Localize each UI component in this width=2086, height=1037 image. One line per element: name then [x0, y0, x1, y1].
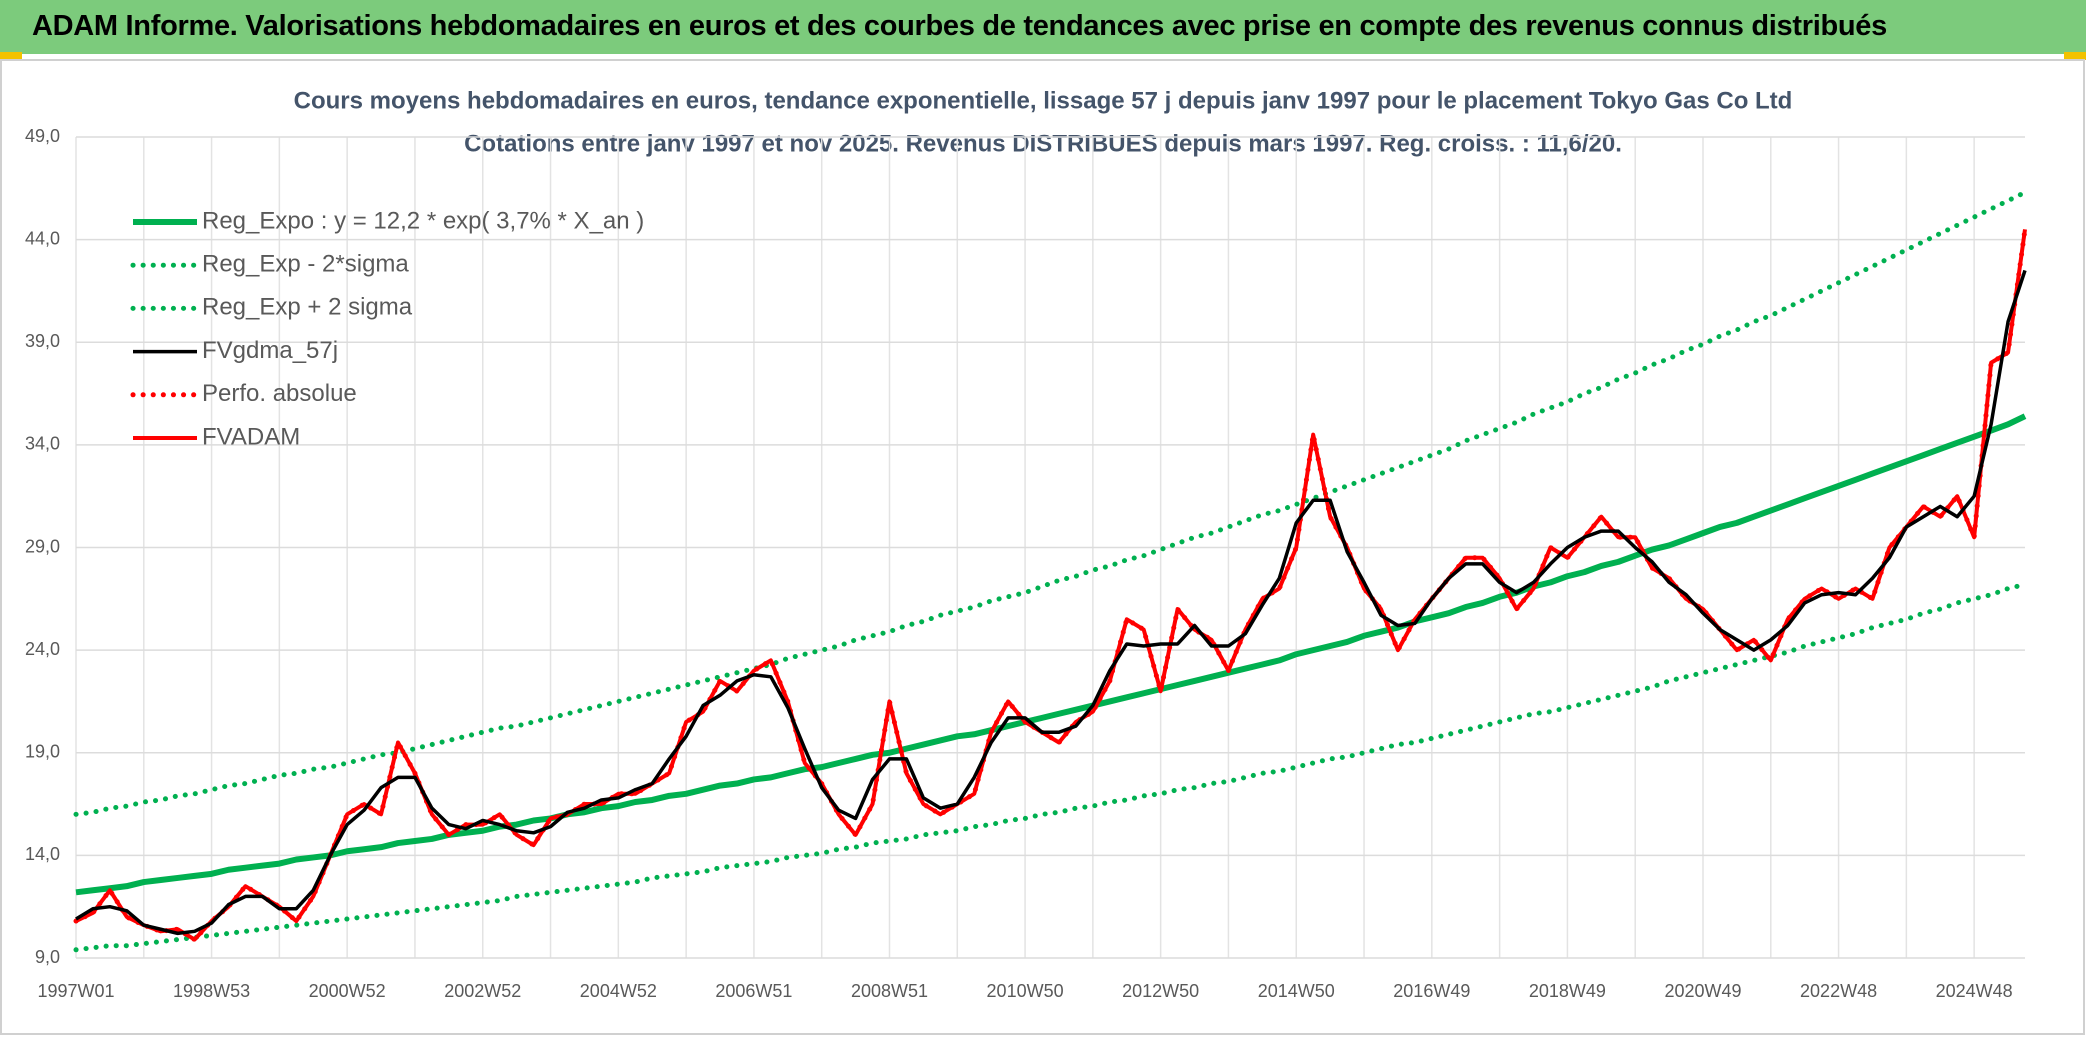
y-tick-label: 19,0 — [25, 742, 60, 762]
x-tick-label: 2018W49 — [1529, 981, 1606, 1001]
y-tick-label: 44,0 — [25, 228, 60, 248]
x-tick-label: 2016W49 — [1393, 981, 1470, 1001]
x-tick-label: 2014W50 — [1258, 981, 1335, 1001]
legend-label: Reg_Expo : y = 12,2 * exp( 3,7% * X_an ) — [202, 207, 644, 234]
x-tick-label: 2000W52 — [309, 981, 386, 1001]
x-tick-label: 2010W50 — [987, 981, 1064, 1001]
legend-label: FVgdma_57j — [202, 337, 338, 364]
y-tick-label: 24,0 — [25, 639, 60, 659]
x-tick-label: 2024W48 — [1936, 981, 2013, 1001]
x-tick-label: 2020W49 — [1664, 981, 1741, 1001]
legend-label: Reg_Exp + 2 sigma — [202, 294, 413, 321]
x-tick-label: 2004W52 — [580, 981, 657, 1001]
header-banner: ADAM Informe. Valorisations hebdomadaire… — [0, 0, 2086, 54]
legend-label: Reg_Exp - 2*sigma — [202, 251, 409, 278]
legend-label: FVADAM — [202, 423, 300, 450]
series-line — [73, 189, 2028, 817]
x-tick-label: 2008W51 — [851, 981, 928, 1001]
chart-title: Cours moyens hebdomadaires en euros, ten… — [294, 87, 1793, 114]
chart-subtitle: Cotations entre janv 1997 et nov 2025. R… — [464, 130, 1622, 157]
chart-frame — [0, 59, 2085, 1035]
x-tick-label: 2006W51 — [715, 981, 792, 1001]
series-line — [75, 413, 2027, 896]
y-tick-label: 49,0 — [25, 126, 60, 146]
series-line — [73, 226, 2028, 943]
y-tick-label: 9,0 — [35, 947, 60, 967]
y-tick-label: 34,0 — [25, 434, 60, 454]
series-line — [75, 229, 2027, 942]
corner-mark — [2064, 52, 2086, 60]
header-title: ADAM Informe. Valorisations hebdomadaire… — [32, 10, 1887, 42]
x-tick-label: 2012W50 — [1122, 981, 1199, 1001]
x-tick-label: 1997W01 — [37, 981, 114, 1001]
legend-label: Perfo. absolue — [202, 380, 357, 407]
y-tick-label: 39,0 — [25, 331, 60, 351]
series-line — [75, 269, 2027, 936]
y-tick-label: 29,0 — [25, 536, 60, 556]
corner-mark — [0, 52, 22, 60]
y-tick-label: 14,0 — [25, 844, 60, 864]
x-tick-label: 2022W48 — [1800, 981, 1877, 1001]
x-tick-label: 1998W53 — [173, 981, 250, 1001]
x-tick-label: 2002W52 — [444, 981, 521, 1001]
